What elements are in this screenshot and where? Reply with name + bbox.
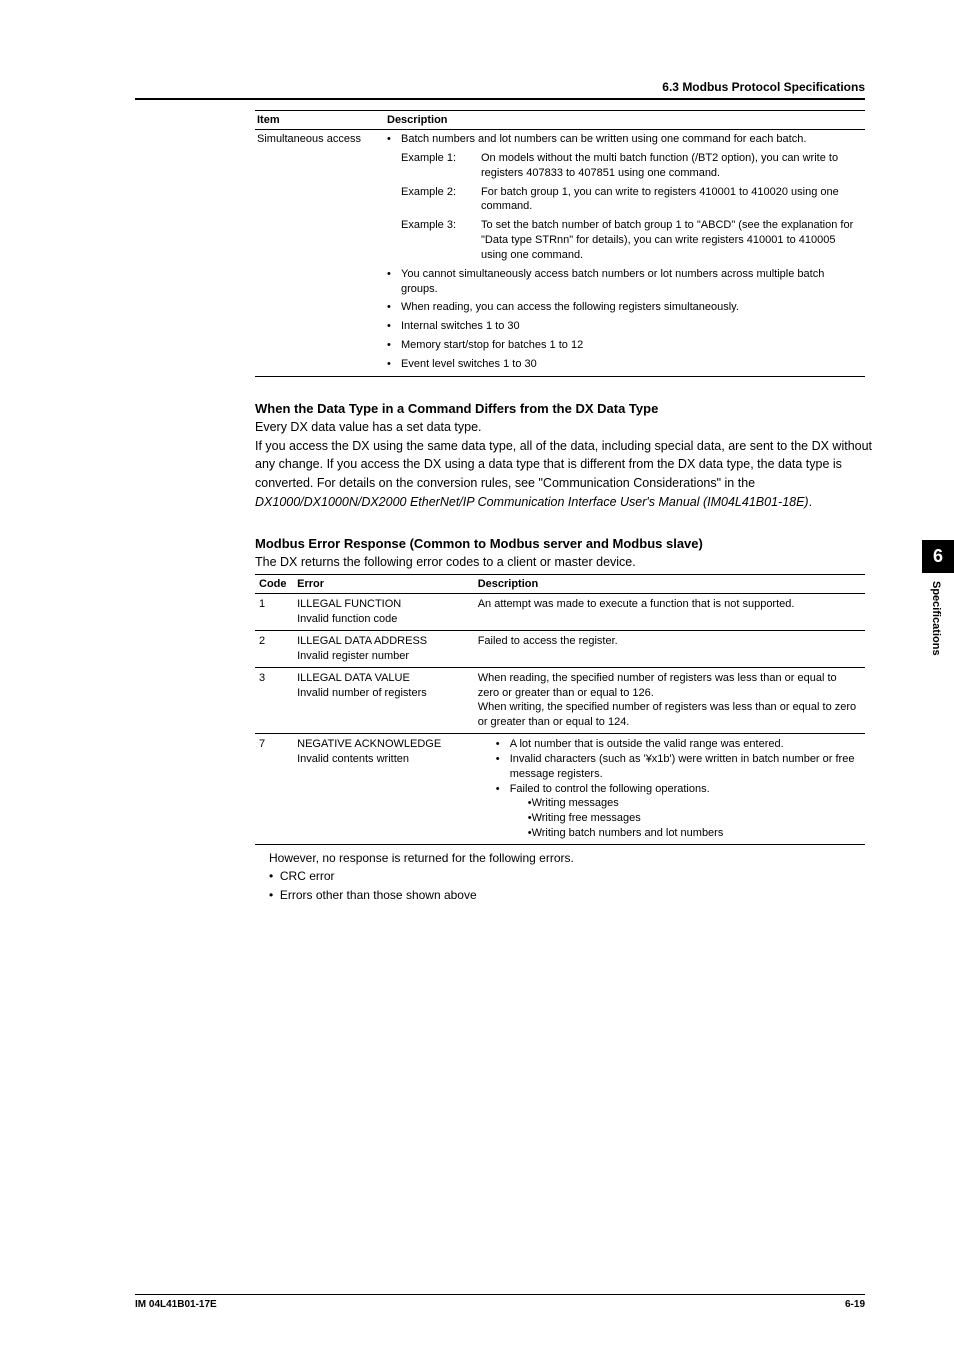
page-content: 6.3 Modbus Protocol Specifications Item … <box>135 80 865 905</box>
err-row-1: 1 ILLEGAL FUNCTIONInvalid function code … <box>255 594 865 631</box>
spec-bullet-3: •When reading, you can access the follow… <box>385 298 865 317</box>
spec-sub-bullet-1: •Internal switches 1 to 30 <box>385 317 865 336</box>
modbus-error-heading: Modbus Error Response (Common to Modbus … <box>255 536 875 551</box>
spec-row-label: Simultaneous access <box>255 130 385 149</box>
side-tab-label: Specifications <box>922 573 950 693</box>
after-list-1: • CRC error <box>269 867 875 886</box>
err-th-desc: Description <box>474 575 865 594</box>
footer-doc-id: IM 04L41B01-17E <box>135 1299 217 1310</box>
err-th-code: Code <box>255 575 293 594</box>
spec-example-3: Example 3:To set the batch number of bat… <box>385 216 865 265</box>
spec-bullet-2: •You cannot simultaneously access batch … <box>385 265 865 299</box>
modbus-error-intro: The DX returns the following error codes… <box>255 553 875 572</box>
data-type-section: When the Data Type in a Command Differs … <box>255 401 875 512</box>
page-footer: IM 04L41B01-17E 6-19 <box>135 1294 865 1310</box>
spec-sub-bullet-3: •Event level switches 1 to 30 <box>385 355 865 376</box>
err-row-7: 7 NEGATIVE ACKNOWLEDGEInvalid contents w… <box>255 734 865 845</box>
spec-example-2: Example 2:For batch group 1, you can wri… <box>385 183 865 217</box>
spec-table: Item Description Simultaneous access •Ba… <box>255 110 865 377</box>
after-list-2: • Errors other than those shown above <box>269 886 875 905</box>
spec-th-desc: Description <box>385 111 865 130</box>
err-th-error: Error <box>293 575 474 594</box>
data-type-p1: Every DX data value has a set data type. <box>255 418 875 437</box>
err-row-3: 3 ILLEGAL DATA VALUEInvalid number of re… <box>255 667 865 733</box>
side-tab-number: 6 <box>922 540 954 573</box>
side-tab: 6 Specifications <box>922 540 954 740</box>
spec-sub-bullet-2: •Memory start/stop for batches 1 to 12 <box>385 336 865 355</box>
modbus-error-section: Modbus Error Response (Common to Modbus … <box>255 536 875 906</box>
after-note: However, no response is returned for the… <box>269 849 875 867</box>
err-row-2: 2 ILLEGAL DATA ADDRESSInvalid register n… <box>255 631 865 668</box>
data-type-heading: When the Data Type in a Command Differs … <box>255 401 875 416</box>
spec-bullet-1: •Batch numbers and lot numbers can be wr… <box>385 130 865 149</box>
section-header: 6.3 Modbus Protocol Specifications <box>135 80 865 100</box>
error-table: Code Error Description 1 ILLEGAL FUNCTIO… <box>255 574 865 845</box>
spec-th-item: Item <box>255 111 385 130</box>
footer-page-num: 6-19 <box>845 1299 865 1310</box>
spec-example-1: Example 1:On models without the multi ba… <box>385 149 865 183</box>
data-type-p2: If you access the DX using the same data… <box>255 437 875 512</box>
